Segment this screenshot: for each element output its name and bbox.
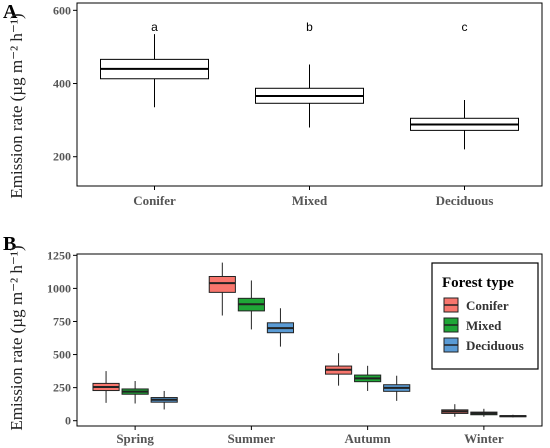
legend-label: Deciduous [466,338,524,353]
legend-entries: Conifer Mixed Deciduous [443,297,524,353]
legend: Forest type Conifer Mixed Deciduous [431,262,539,370]
panel-b-ytick-label: 0 [65,414,71,428]
panel-a-sig-label: b [306,20,313,34]
panel-a-ytick-label: 400 [53,77,71,91]
panel-a-ytick-label: 600 [53,3,71,17]
legend-label: Mixed [466,318,502,333]
panel-a-letter: A [3,1,18,23]
panel-b-ytick-label: 1250 [47,248,71,262]
panel-a-sig-label: c [462,20,468,34]
panel-b-marks: 0 250 500 750 1000 1250 Spring Summer Autumn Wint… [47,248,527,446]
panel-b-ytick-label: 500 [53,348,71,362]
panel-a-ylabel: Emission rate (µg m⁻² h⁻¹) [7,13,26,198]
panel-a-xtick-label: Conifer [133,193,176,208]
panel-b-ytick-label: 250 [53,381,71,395]
legend-title: Forest type [442,275,514,291]
panel-b-ytick-label: 1000 [47,281,71,295]
panel-b-conifer-summer-box [208,275,236,293]
panel-b-letter: B [3,233,16,255]
panel-b-ytick-label: 750 [53,314,71,328]
panel-a-sig-label: a [151,20,158,34]
panel-a-xtick-label: Deciduous [436,193,494,208]
panel-b-ylabel: Emission rate (µg m⁻² h⁻¹) [7,245,26,430]
panel-b-xtick-label: Autumn [345,431,392,446]
panel-b-xtick-label: Winter [464,431,504,446]
panel-a-xtick-label: Mixed [292,193,328,208]
panel-a-marks: 200 400 600 Conifer Mixed Deciduous a b c [53,3,519,208]
legend-label: Conifer [466,298,509,313]
panel-a-ytick-label: 200 [53,150,71,164]
panel-b-xtick-label: Summer [228,431,276,446]
panel-b-xtick-label: Spring [116,431,154,446]
